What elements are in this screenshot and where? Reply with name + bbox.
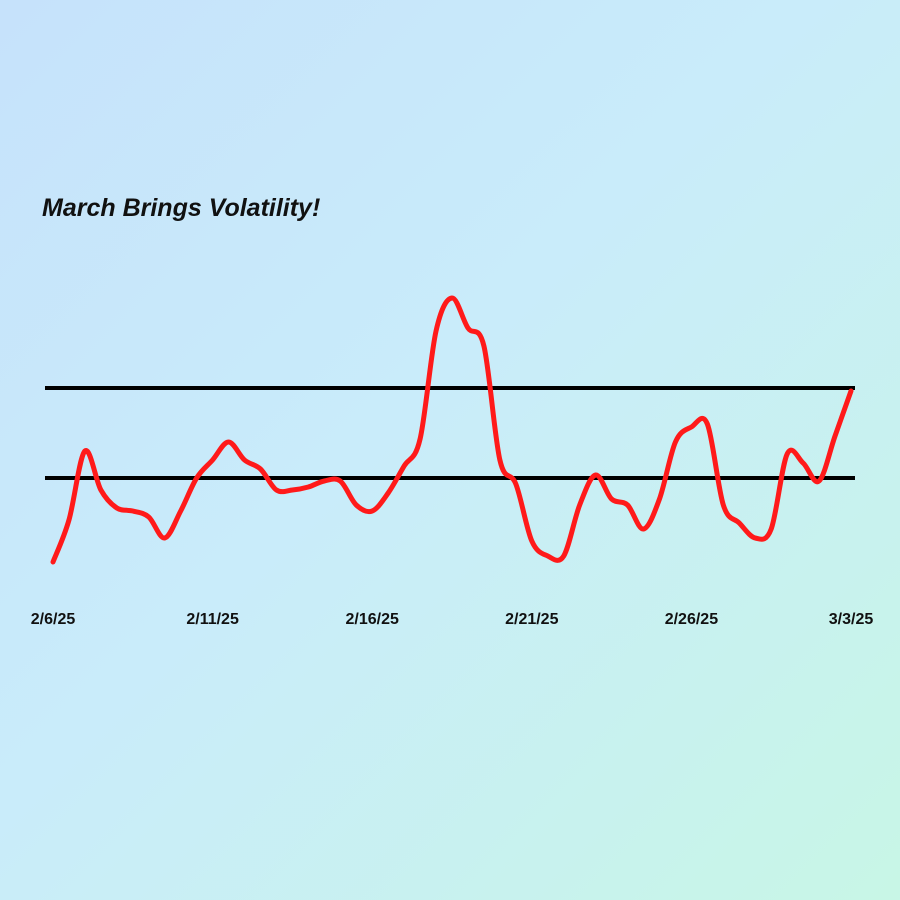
data-line	[50, 295, 854, 565]
x-tick-label: 2/11/25	[186, 611, 239, 628]
x-tick-label: 2/26/25	[665, 611, 718, 628]
x-tick-label: 2/21/25	[505, 611, 558, 628]
chart-title: March Brings Volatility!	[42, 194, 320, 222]
x-tick-label: 2/6/25	[31, 611, 76, 628]
x-tick-label: 2/16/25	[346, 611, 399, 628]
x-tick-label: 3/3/25	[829, 611, 874, 628]
